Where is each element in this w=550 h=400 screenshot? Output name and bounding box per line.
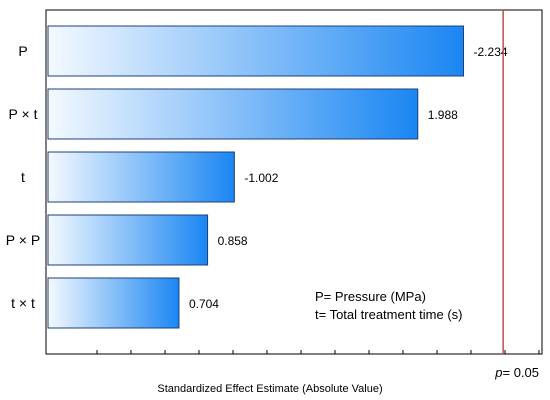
bar — [47, 214, 209, 266]
significance-p-symbol: p — [494, 365, 502, 380]
value-label: -2.234 — [474, 45, 508, 59]
legend-note-time: t= Total treatment time (s) — [315, 307, 463, 322]
bar — [47, 151, 235, 203]
value-label: -1.002 — [244, 171, 278, 185]
plot-frame — [45, 9, 543, 355]
significance-label: p= 0.05 — [494, 365, 539, 380]
x-axis-label: Standardized Effect Estimate (Absolute V… — [157, 383, 382, 395]
category-label: P — [18, 43, 27, 59]
x-axis-ticks — [96, 350, 540, 354]
legend-note-pressure: P= Pressure (MPa) — [315, 289, 426, 304]
bar — [47, 25, 465, 77]
significance-value: = 0.05 — [503, 365, 540, 380]
value-label: 1.988 — [428, 108, 458, 122]
bars-group: P -2.234 P × t 1.988 t -1.002 P × P 0.858 t × t 0… — [6, 25, 508, 329]
bar — [47, 277, 180, 329]
value-label: 0.858 — [218, 234, 248, 248]
category-label: P × P — [6, 232, 40, 248]
category-label: t × t — [11, 295, 35, 311]
bar — [47, 88, 419, 140]
value-label: 0.704 — [189, 297, 219, 311]
category-label: t — [21, 169, 25, 185]
category-label: P × t — [9, 106, 38, 122]
